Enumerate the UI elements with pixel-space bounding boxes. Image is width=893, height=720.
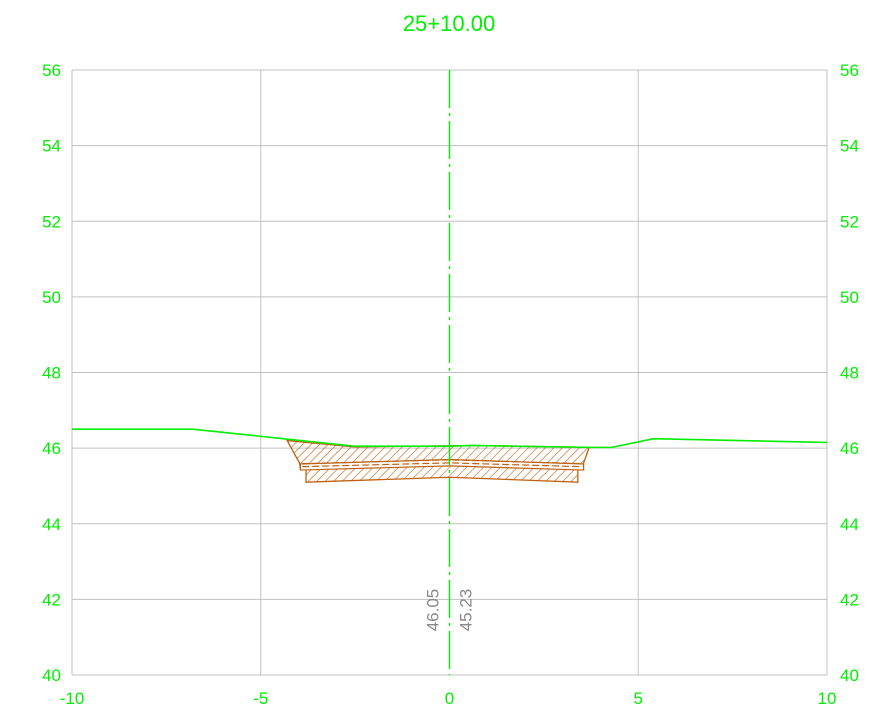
y-tick-label-right: 56 xyxy=(840,61,859,80)
y-tick-label-right: 42 xyxy=(840,590,859,609)
y-tick-label-right: 44 xyxy=(840,515,859,534)
y-tick-label-right: 46 xyxy=(840,439,859,458)
elevation-label: 45.23 xyxy=(457,589,476,632)
section-course-line xyxy=(302,462,582,468)
y-tick-label-left: 40 xyxy=(42,666,61,685)
elevation-label: 46.05 xyxy=(424,589,443,632)
y-tick-label-left: 42 xyxy=(42,590,61,609)
x-tick-label: -10 xyxy=(60,689,85,708)
elevation-labels: 46.05 45.23 xyxy=(424,589,476,632)
x-tick-label: 5 xyxy=(634,689,643,708)
ground-line xyxy=(72,428,828,449)
y-tick-label-right: 48 xyxy=(840,364,859,383)
y-tick-label-right: 54 xyxy=(840,137,859,156)
y-tick-label-left: 46 xyxy=(42,439,61,458)
ground-profile xyxy=(72,428,828,449)
y-tick-label-left: 54 xyxy=(42,137,61,156)
y-tick-label-right: 40 xyxy=(840,666,859,685)
y-tick-label-left: 44 xyxy=(42,515,61,534)
y-tick-label-left: 48 xyxy=(42,364,61,383)
x-tick-label: -5 xyxy=(253,689,268,708)
y-tick-label-left: 56 xyxy=(42,61,61,80)
y-tick-label-right: 52 xyxy=(840,212,859,231)
x-tick-label: 10 xyxy=(818,689,837,708)
y-tick-label-left: 52 xyxy=(42,212,61,231)
y-tick-label-right: 50 xyxy=(840,288,859,307)
section-course-line xyxy=(302,459,582,465)
y-tick-label-left: 50 xyxy=(42,288,61,307)
chart-title: 25+10.00 xyxy=(403,11,495,36)
x-tick-label: 0 xyxy=(445,689,454,708)
